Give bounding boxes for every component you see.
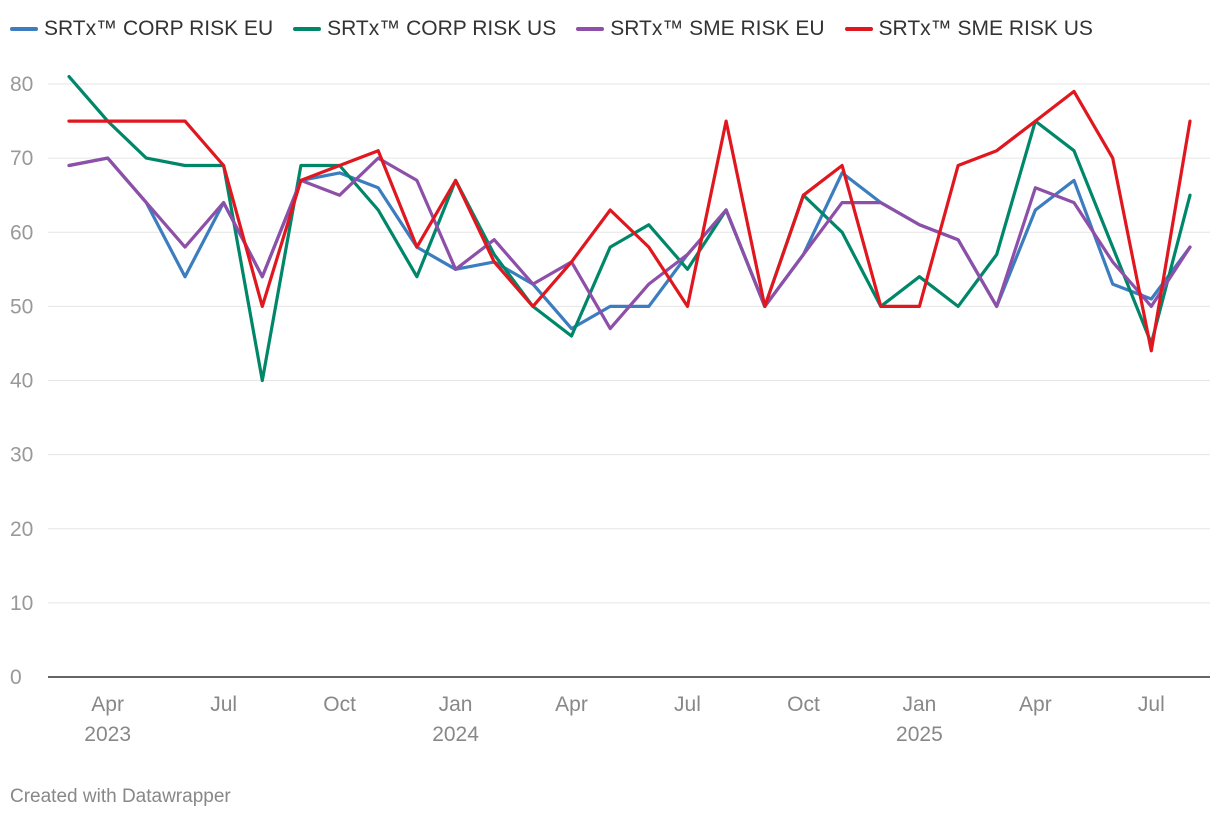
y-tick-label: 10 [10,592,33,615]
x-tick-year-label: 2023 [84,723,131,746]
y-axis: 0 10 20 30 40 50 60 70 80 [10,73,33,689]
series-lines [67,75,1192,383]
legend: SRTx™ CORP RISK EU SRTx™ CORP RISK US SR… [10,14,1093,44]
x-axis: Apr 2023 Jul Oct Jan 2024 Apr Jul Oct Jan 2025 Apr J… [84,693,1164,746]
grid [48,83,1210,678]
legend-label: SRTx™ SME RISK US [878,17,1093,40]
y-tick-label: 30 [10,444,33,467]
x-tick-year-label: 2025 [896,723,943,746]
series-line-srtx-corp-risk-us [67,75,1192,383]
legend-item-sme-risk-eu[interactable]: SRTx™ SME RISK EU [576,17,825,41]
x-tick-label: Jul [1138,693,1165,716]
legend-swatch [10,27,38,31]
x-tick-label: Jan [439,693,473,716]
legend-item-sme-risk-us[interactable]: SRTx™ SME RISK US [844,17,1093,41]
legend-swatch [293,27,322,31]
x-tick-label: Jul [674,693,701,716]
y-tick-label: 60 [10,221,33,244]
legend-swatch [844,27,873,31]
x-tick-label: Apr [555,693,588,716]
y-tick-label: 0 [10,666,22,689]
legend-label: SRTx™ CORP RISK US [327,17,557,40]
y-tick-label: 40 [10,370,33,393]
x-tick-label: Oct [787,693,820,716]
x-tick-year-label: 2024 [432,723,479,746]
y-tick-label: 20 [10,518,33,541]
x-tick-label: Jul [210,693,237,716]
x-tick-label: Apr [91,693,124,716]
x-tick-label: Apr [1019,693,1052,716]
y-tick-label: 80 [10,73,33,96]
legend-label: SRTx™ SME RISK EU [610,17,825,40]
series-line-srtx-sme-risk-us [67,89,1192,353]
y-tick-label: 70 [10,147,33,170]
legend-item-corp-risk-eu[interactable]: SRTx™ CORP RISK EU [10,17,273,41]
legend-label: SRTx™ CORP RISK EU [44,17,274,40]
series-line-srtx-sme-risk-eu [67,156,1192,331]
x-tick-label: Oct [323,693,356,716]
legend-swatch [576,27,605,31]
y-tick-label: 50 [10,295,33,318]
x-tick-label: Jan [902,693,936,716]
footer-credit: Created with Datawrapper [10,786,231,807]
legend-item-corp-risk-us[interactable]: SRTx™ CORP RISK US [293,17,556,41]
